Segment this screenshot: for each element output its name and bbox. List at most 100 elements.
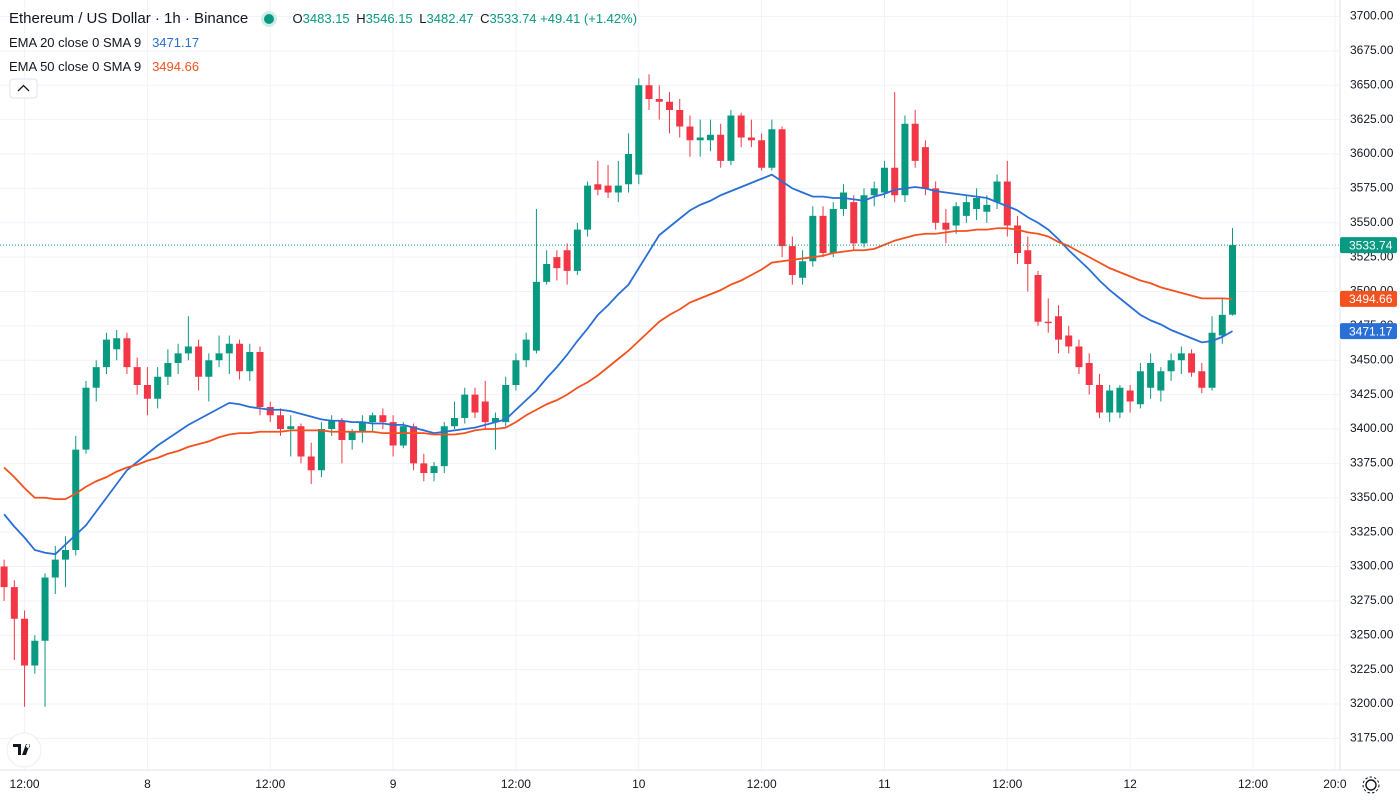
candle-body (1075, 346, 1083, 368)
candle-body (82, 387, 90, 450)
indicator-name: EMA 20 close 0 SMA 9 (9, 35, 142, 50)
y-tick-label: 3675.00 (1350, 43, 1394, 57)
y-tick-label: 3700.00 (1350, 9, 1394, 23)
candle-body (737, 115, 745, 138)
x-tick-label: 12:00 (255, 777, 285, 791)
candle-body (1167, 360, 1175, 372)
candle-body (287, 426, 295, 429)
candle-body (1147, 363, 1155, 388)
candle-body (1085, 363, 1093, 385)
candle-body (932, 188, 940, 223)
candle-body (491, 418, 499, 423)
candle-body (348, 431, 356, 440)
candle-body (901, 123, 909, 196)
candle-body (584, 185, 592, 230)
candle-body (399, 426, 407, 446)
chevron-icon (17, 84, 30, 92)
y-tick-label: 3625.00 (1350, 112, 1394, 126)
candle-body (430, 466, 438, 473)
settings-icon[interactable] (1362, 776, 1380, 794)
price-tag (1340, 323, 1397, 340)
candle-body (102, 339, 110, 368)
y-tick-label: 3375.00 (1350, 456, 1394, 470)
price-tag (1340, 290, 1397, 307)
candle-body (512, 360, 520, 385)
candle-body (297, 426, 305, 457)
candle-body (379, 415, 387, 423)
y-tick-label: 3550.00 (1350, 215, 1394, 229)
ema-line (3, 227, 1233, 501)
candle-body (635, 85, 643, 175)
candle-body (676, 110, 684, 127)
price-tag-label: 3471.17 (1349, 324, 1393, 338)
candle-body (1126, 390, 1134, 402)
candle-body (451, 418, 459, 427)
candle-body (1198, 371, 1206, 388)
candle-body (358, 422, 366, 432)
candle-body (686, 126, 694, 141)
candle-body (307, 456, 315, 471)
candle-body (850, 202, 858, 244)
candle-body (246, 352, 254, 372)
candle-body (1014, 225, 1022, 253)
ohlc-value: 3533.74 (489, 11, 537, 26)
x-tick-label: 11 (878, 777, 891, 791)
candle-body (880, 167, 888, 193)
price-tag-label: 3494.66 (1349, 292, 1393, 306)
candle-body (891, 167, 899, 196)
x-tick-label: 12:00 (1238, 777, 1268, 791)
indicator-value: 3471.17 (152, 35, 200, 50)
candle-body (829, 209, 837, 253)
candle-body (1095, 385, 1103, 413)
x-tick-label: 10 (632, 777, 646, 791)
candle-body (921, 147, 929, 189)
candle-body (758, 140, 766, 168)
x-tick-label: 12:00 (10, 777, 40, 791)
price-axis-panel (1340, 0, 1400, 800)
candle-body (840, 192, 848, 209)
candle-body (952, 206, 960, 226)
candle-body (604, 185, 612, 193)
candle-body (317, 429, 325, 471)
candle-body (993, 181, 1001, 203)
candle-body (276, 415, 284, 429)
ema-line (3, 173, 1233, 556)
candle-body (1188, 353, 1196, 373)
candle-body (860, 195, 868, 244)
candle-body (184, 346, 192, 354)
candle-body (942, 222, 950, 230)
candle-body (502, 385, 510, 423)
candle-body (92, 367, 100, 388)
candle-body (133, 367, 141, 385)
candle-body (154, 376, 162, 399)
symbol-title: Ethereum / US Dollar · 1h · Binance (9, 10, 249, 27)
candle-body (563, 250, 571, 271)
candle-body (338, 420, 346, 440)
candle-body (1044, 321, 1052, 324)
symbol-row: Ethereum / US Dollar · 1h · Binance O348… (9, 7, 637, 31)
candle-body (717, 134, 725, 161)
x-tick-label: 12:00 (747, 777, 777, 791)
ohlc-value: 3483.15 (302, 11, 350, 26)
indicator-row: EMA 20 close 0 SMA 9 3471.17 (9, 31, 637, 55)
legend: Ethereum / US Dollar · 1h · Binance O348… (9, 7, 637, 79)
candle-body (870, 188, 878, 196)
ohlc-label: C (480, 11, 490, 26)
collapse-button[interactable] (9, 78, 38, 99)
y-tick-label: 3325.00 (1350, 524, 1394, 538)
candle-body (113, 338, 121, 350)
x-tick-label: 12:00 (992, 777, 1022, 791)
candle-body (174, 353, 182, 363)
candle-body (481, 401, 489, 423)
ohlc-label: O (292, 11, 303, 26)
candle-body (799, 261, 807, 278)
indicator-row: EMA 50 close 0 SMA 9 3494.66 (9, 55, 637, 79)
candle-body (553, 257, 561, 269)
candle-body (440, 426, 448, 467)
candle-body (1065, 335, 1073, 347)
candle-body (31, 640, 39, 666)
candle-body (747, 137, 755, 141)
candle-body (164, 363, 172, 377)
price-tag (1340, 237, 1397, 254)
